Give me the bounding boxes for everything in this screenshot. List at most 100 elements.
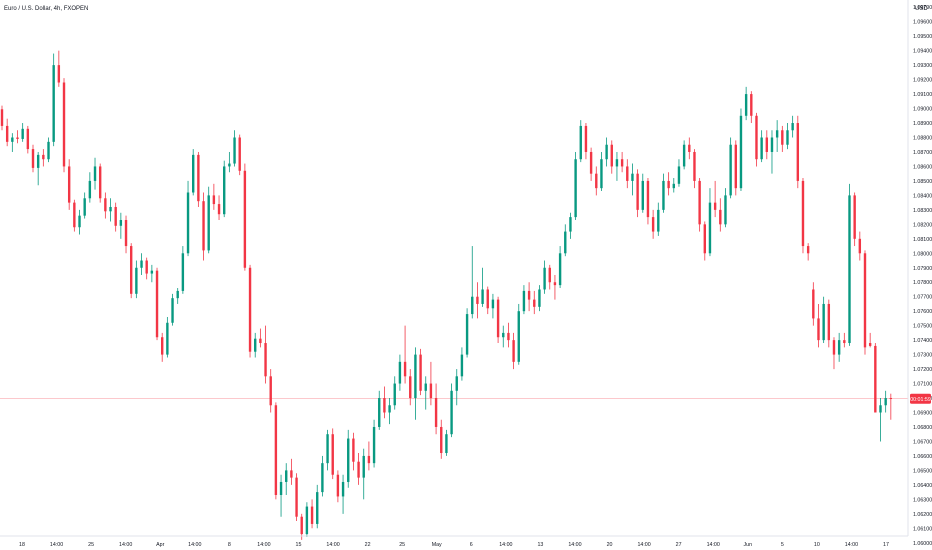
price-tick-label: 1.06000 xyxy=(913,541,932,547)
candle xyxy=(744,86,748,121)
candle xyxy=(522,285,526,315)
candle-body xyxy=(254,338,257,352)
candle xyxy=(109,198,112,222)
candle-body xyxy=(372,426,376,464)
candle xyxy=(858,231,862,261)
candle-body xyxy=(553,282,557,286)
candle-body xyxy=(734,144,738,189)
candle xyxy=(160,332,164,362)
candle-body xyxy=(543,267,546,290)
candle xyxy=(527,282,531,312)
candle xyxy=(460,347,464,381)
time-tick-label: 6 xyxy=(470,542,473,548)
candles-layer xyxy=(0,50,893,540)
candle-body xyxy=(765,137,769,152)
candle-body xyxy=(626,166,629,181)
candle-body xyxy=(672,183,675,189)
time-tick-label: 13 xyxy=(537,542,543,548)
candle-body xyxy=(98,166,102,199)
candle-body xyxy=(440,426,443,454)
candle-body xyxy=(822,303,825,341)
price-tick-label: 1.08500 xyxy=(913,179,932,185)
candle-body xyxy=(352,438,355,462)
candle xyxy=(88,172,92,203)
candle-body xyxy=(388,405,391,413)
time-tick-label: 25 xyxy=(399,542,405,548)
time-axis[interactable]: 18 14:00 25 14:00 Apr 14:00 8 14:00 15 14:00 22 25 M… xyxy=(19,542,889,548)
candle-body xyxy=(610,144,613,167)
candle-body xyxy=(295,477,298,517)
candle xyxy=(719,198,722,232)
time-tick-label: 14:00 xyxy=(568,542,581,548)
candle-body xyxy=(238,137,241,171)
price-tick-label: 1.09500 xyxy=(913,34,932,40)
candle-body xyxy=(791,123,794,131)
candle xyxy=(150,264,154,283)
candle-body xyxy=(460,354,464,377)
chart-title: Euro / U.S. Dollar, 4h, FXOPEN xyxy=(4,6,88,12)
candle xyxy=(589,147,593,181)
candle-body xyxy=(197,154,200,202)
candle-body xyxy=(88,180,92,199)
candle-body xyxy=(558,253,562,286)
candle-body xyxy=(362,455,365,478)
candle xyxy=(347,429,350,488)
candle-body xyxy=(548,267,551,283)
candle-body xyxy=(450,390,453,435)
candle-body xyxy=(383,398,386,413)
candle xyxy=(455,369,458,406)
candle-body xyxy=(729,144,732,196)
candle-body xyxy=(806,246,810,254)
price-tick-label: 1.06700 xyxy=(913,439,932,445)
candle-body xyxy=(770,137,774,152)
candle-body xyxy=(243,170,247,268)
candle-body xyxy=(667,180,670,189)
candle-body xyxy=(114,206,117,226)
candle xyxy=(166,316,169,358)
candle-body xyxy=(331,434,334,475)
candle xyxy=(827,299,831,348)
candle xyxy=(279,474,283,517)
candle-body xyxy=(682,144,686,167)
time-tick-label: 14:00 xyxy=(637,542,650,548)
candle-body xyxy=(522,290,526,312)
candle xyxy=(688,137,691,160)
candle-body xyxy=(636,173,639,210)
price-tick-label: 1.09600 xyxy=(913,20,932,26)
candle-body xyxy=(786,130,789,145)
candle-body xyxy=(879,405,882,413)
candle xyxy=(868,332,872,348)
candle-body xyxy=(445,434,448,454)
candle xyxy=(817,303,820,348)
candle-body xyxy=(341,481,345,497)
candle xyxy=(36,151,40,186)
candle-body xyxy=(620,159,624,167)
candle xyxy=(491,293,495,319)
candle xyxy=(409,369,412,406)
candle-body xyxy=(677,166,681,184)
candle-body xyxy=(812,289,815,319)
candle xyxy=(145,257,148,280)
candle-body xyxy=(150,270,154,274)
candle-body xyxy=(155,270,159,338)
price-axis[interactable]: 1.09700 1.09600 1.09500 1.09400 1.09300 1.092… xyxy=(913,5,932,550)
candle-body xyxy=(517,311,520,362)
candle-body xyxy=(595,173,598,189)
candle-body xyxy=(465,314,469,355)
candle-body xyxy=(248,267,252,352)
candle xyxy=(21,123,24,142)
candle xyxy=(786,123,789,150)
candle xyxy=(341,474,345,514)
candle-body xyxy=(212,195,216,205)
price-tick-label: 1.07700 xyxy=(913,295,932,301)
candle-body xyxy=(471,296,474,315)
candle-body xyxy=(290,470,293,478)
candle xyxy=(321,455,324,497)
candle-body xyxy=(119,220,123,226)
candle-body xyxy=(775,130,779,138)
price-tick-label: 1.08400 xyxy=(913,193,932,199)
candle xyxy=(31,144,35,173)
candle xyxy=(264,325,267,384)
candle xyxy=(631,163,634,196)
candle xyxy=(331,428,334,480)
